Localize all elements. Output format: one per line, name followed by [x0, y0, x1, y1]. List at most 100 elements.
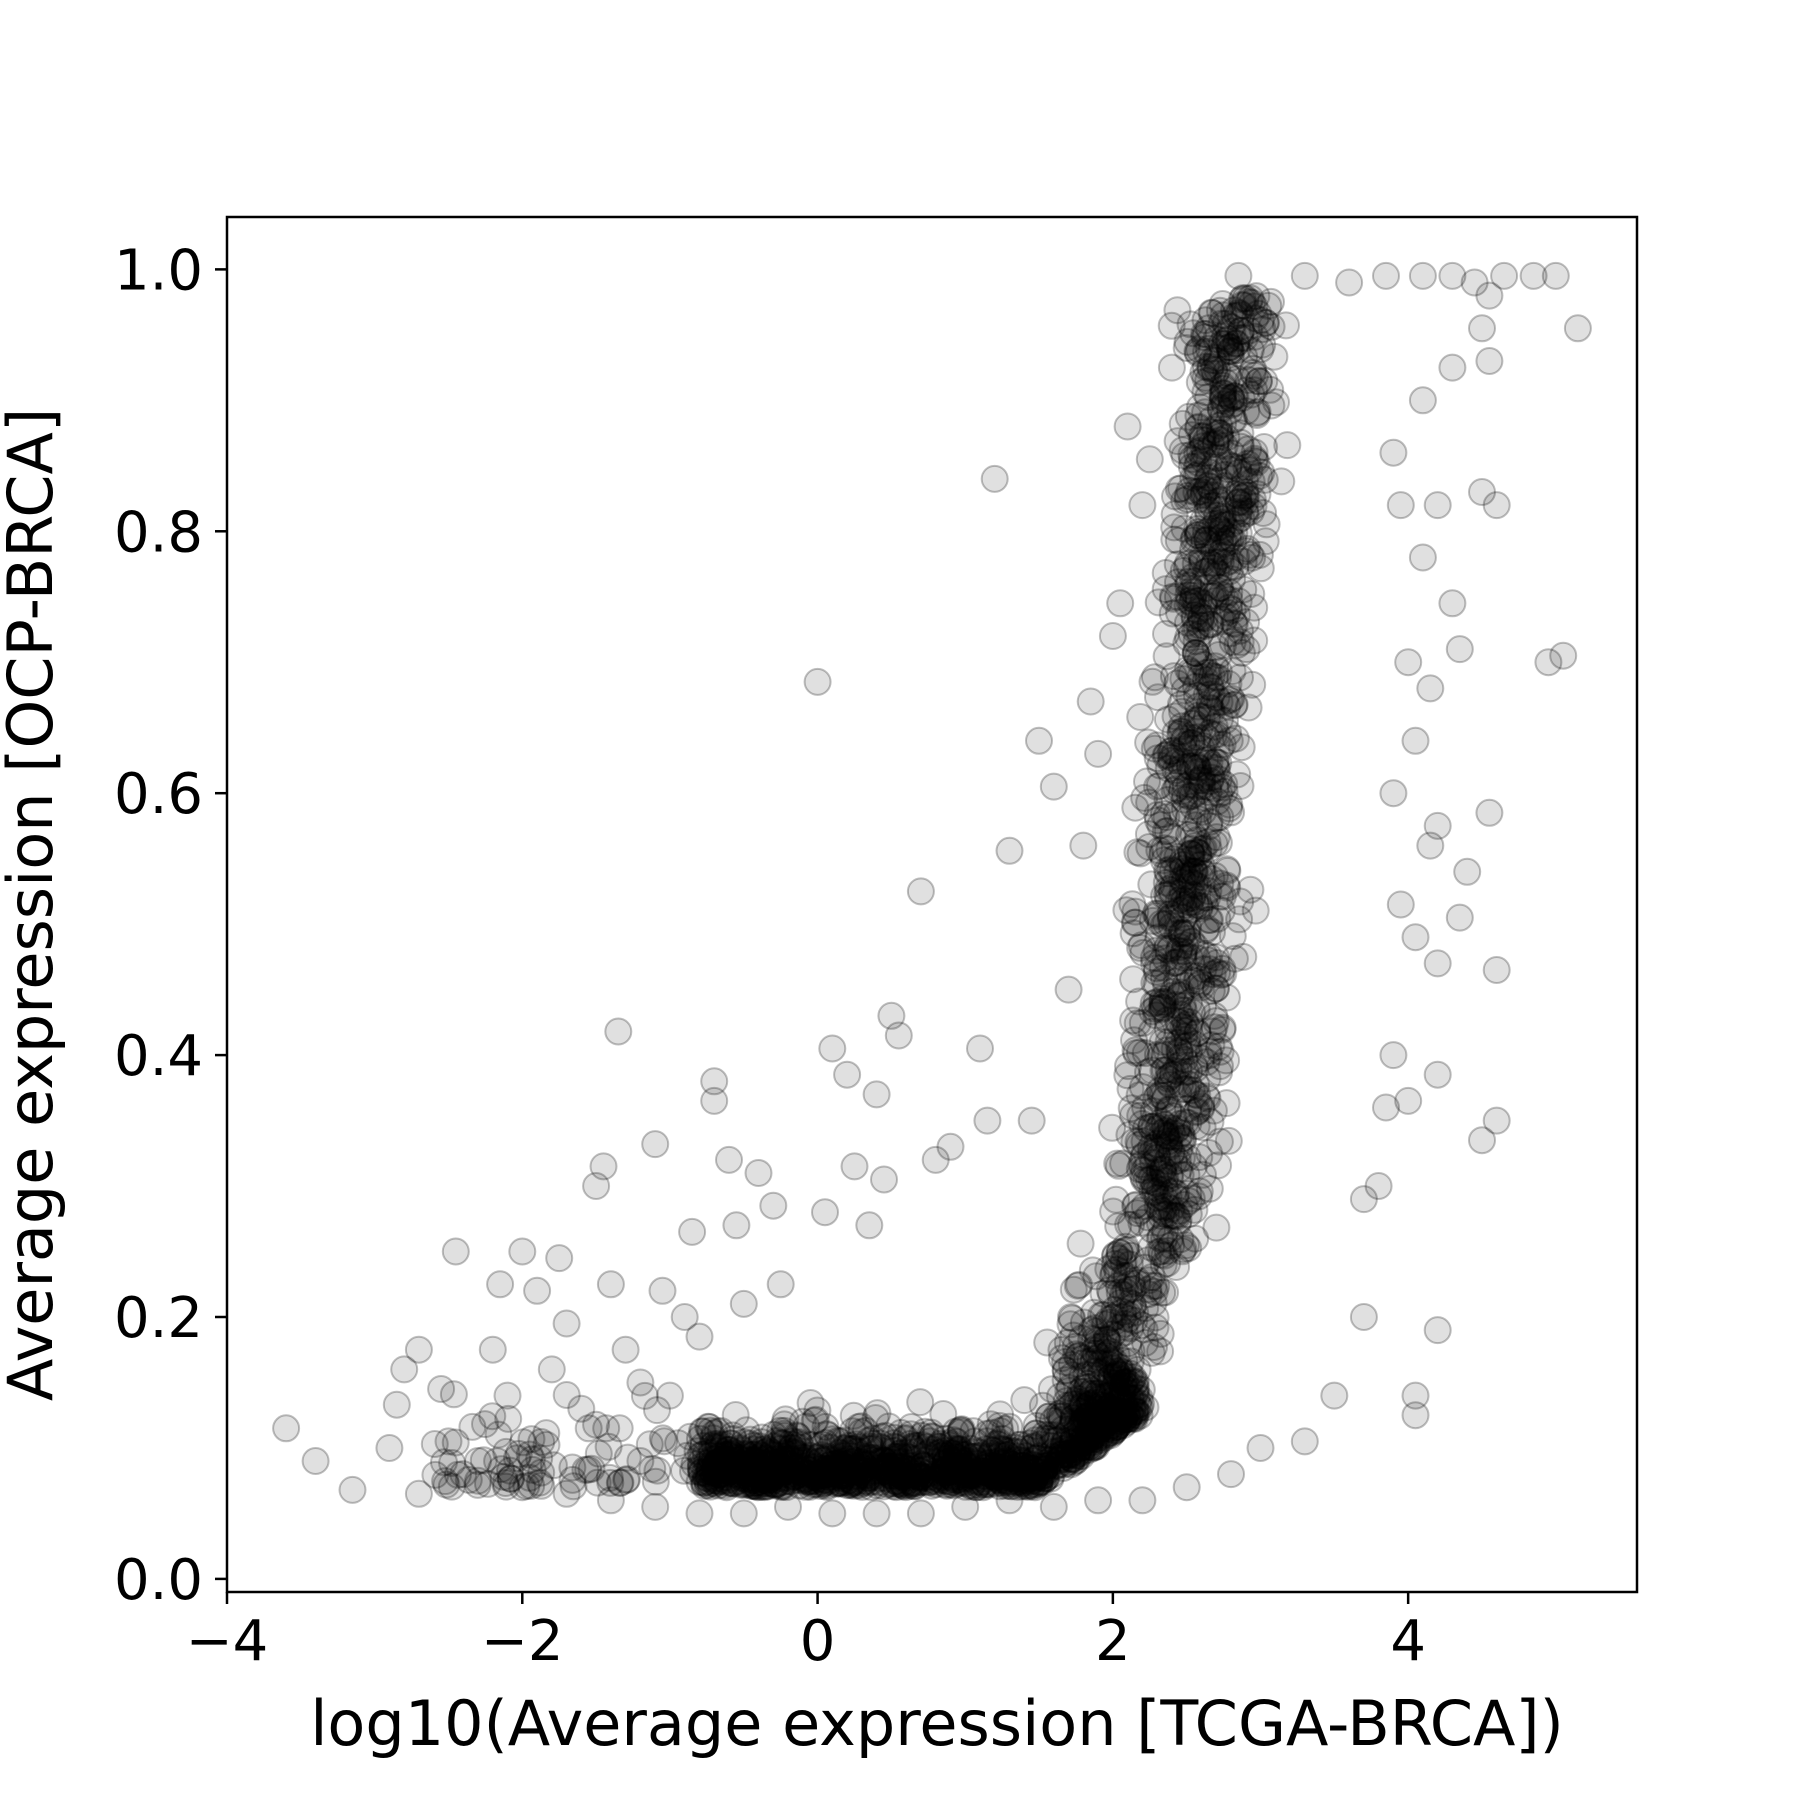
dense-point: [1208, 386, 1237, 415]
dense-point: [635, 1430, 664, 1459]
dense-point: [1191, 306, 1220, 335]
dense-point: [1105, 1321, 1134, 1349]
dense-point: [1003, 1451, 1032, 1480]
dense-point: [1203, 487, 1232, 516]
dense-point: [1212, 1089, 1241, 1118]
dense-point: [1103, 1388, 1132, 1417]
dense-point: [1195, 1174, 1224, 1203]
dense-point: [1143, 731, 1172, 760]
data-point: [1408, 386, 1437, 415]
dense-point: [1189, 506, 1218, 535]
dense-point: [809, 1461, 838, 1490]
dense-point: [1086, 1388, 1115, 1417]
dense-point: [1208, 495, 1236, 524]
dense-point: [1215, 333, 1244, 362]
dense-point: [1220, 519, 1249, 548]
dense-point: [1188, 857, 1216, 886]
data-point: [1320, 1381, 1349, 1410]
y-axis-label: Average expression [OCP-BRCA]: [0, 408, 67, 1401]
dense-point: [1151, 1163, 1180, 1192]
dense-point: [1034, 1402, 1063, 1431]
data-point: [552, 1309, 581, 1338]
dense-point: [1077, 1402, 1106, 1431]
dense-point: [1099, 1399, 1128, 1427]
dense-point: [867, 1453, 896, 1482]
dense-point: [1047, 1344, 1076, 1373]
data-point: [493, 1381, 522, 1410]
dense-point: [1089, 1300, 1118, 1329]
dense-point: [792, 1412, 821, 1441]
dense-point: [1169, 850, 1198, 879]
dense-point: [1154, 1181, 1183, 1210]
data-point: [1349, 1303, 1378, 1331]
dense-point: [1098, 1395, 1127, 1424]
dense-point: [1157, 1137, 1186, 1166]
data-point: [626, 1447, 655, 1475]
dense-point: [1164, 1206, 1193, 1235]
dense-point: [898, 1434, 927, 1463]
dense-point: [1194, 778, 1223, 807]
data-point: [1039, 1492, 1068, 1521]
dense-point: [813, 1460, 842, 1488]
data-point: [1106, 589, 1135, 618]
dense-point: [1190, 604, 1219, 633]
dense-point: [1273, 431, 1302, 460]
data-point: [1423, 1060, 1452, 1089]
dense-point: [1181, 639, 1210, 667]
dense-point: [1215, 593, 1243, 622]
dense-point: [1159, 977, 1188, 1006]
dense-point: [1200, 452, 1229, 481]
dense-point: [1182, 627, 1211, 656]
dense-point: [558, 1453, 587, 1482]
dense-point: [884, 1459, 913, 1488]
dense-point: [1240, 444, 1269, 473]
data-point: [766, 1270, 795, 1299]
data-point: [641, 1492, 670, 1521]
dense-point: [1070, 1426, 1099, 1455]
dense-point: [1212, 871, 1241, 900]
dense-point: [1098, 1354, 1127, 1383]
dense-point: [1220, 691, 1249, 720]
dense-point: [1206, 803, 1235, 832]
dense-point: [1167, 712, 1196, 741]
data-point: [811, 1198, 839, 1227]
dense-point: [1115, 1359, 1144, 1388]
dense-point: [992, 1448, 1021, 1477]
dense-point: [1231, 284, 1260, 313]
dense-point: [1150, 1110, 1179, 1139]
dense-point: [763, 1448, 791, 1477]
dense-point: [1162, 967, 1191, 996]
dense-point: [1251, 527, 1280, 556]
dense-point: [1193, 703, 1221, 732]
dense-point: [1081, 1339, 1110, 1368]
dense-point: [753, 1463, 782, 1492]
dense-point: [1184, 838, 1213, 867]
dense-point: [1115, 1401, 1144, 1429]
data-point: [1386, 890, 1415, 919]
dense-point: [1124, 1127, 1153, 1156]
dense-point: [1183, 826, 1212, 855]
dense-point: [991, 1415, 1020, 1443]
dense-point: [584, 1439, 613, 1468]
dense-point: [1212, 327, 1241, 356]
data-point: [870, 1165, 898, 1194]
dense-point: [942, 1436, 971, 1465]
dense-point: [889, 1471, 918, 1500]
dense-point: [474, 1469, 502, 1498]
dense-point: [964, 1470, 993, 1499]
dense-point: [1019, 1432, 1048, 1461]
dense-point: [1162, 1253, 1191, 1281]
dense-point: [1114, 1052, 1142, 1081]
dense-point: [1175, 988, 1203, 1017]
dense-point: [1111, 1309, 1140, 1338]
dense-point: [1158, 582, 1187, 611]
dense-point: [1121, 1378, 1150, 1406]
dense-point: [1096, 1346, 1125, 1375]
dense-point: [852, 1461, 881, 1490]
dense-point: [1164, 1057, 1193, 1086]
dense-point: [1163, 1114, 1192, 1143]
dense-point: [1063, 1271, 1092, 1300]
dense-point: [1226, 772, 1255, 800]
dense-point: [1192, 475, 1221, 504]
data-point: [951, 1492, 980, 1521]
